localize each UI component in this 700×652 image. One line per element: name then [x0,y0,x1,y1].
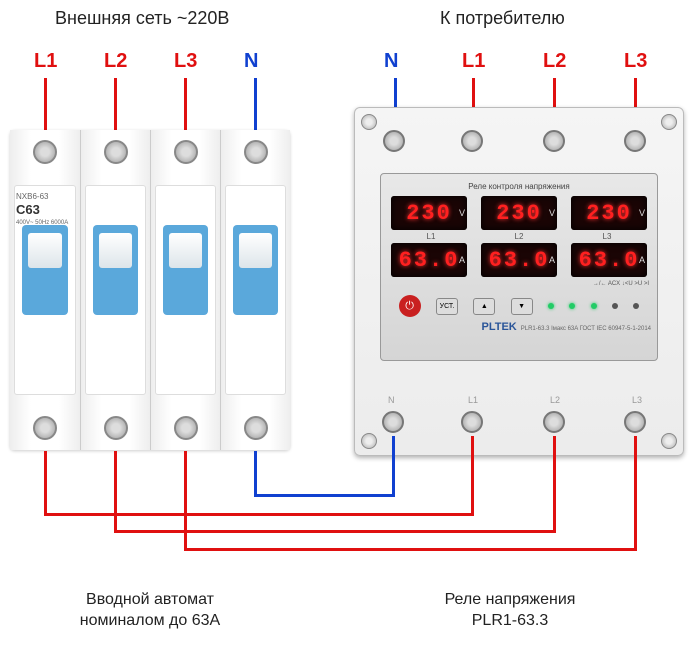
relay-terminal-bot[interactable] [382,411,404,433]
relay-screw [361,114,377,130]
voltage-L2: 230V [481,196,557,230]
relay-terminal-bot[interactable] [461,411,483,433]
relay-brand: PLTEK [481,321,516,333]
voltage-row: 230V 230V 230V [387,196,651,230]
relay-screw [361,433,377,449]
relay-terminal-bot[interactable] [624,411,646,433]
wire-label-L1: L1 [34,50,57,73]
set-button[interactable]: УСТ. [436,298,458,315]
voltage-relay: Реле контроля напряжения 230V 230V 230V … [354,107,684,456]
caption-breaker: Вводной автоматноминалом до 63А [50,590,250,632]
wire [114,530,556,533]
wire-label-L3: L3 [174,50,197,73]
wire-label-L2: L2 [104,50,127,73]
wire-label-L2: L2 [543,50,566,73]
status-led [612,303,618,309]
current-row: 63.0A 63.0A 63.0A [387,243,651,277]
wire-label-L1: L1 [462,50,485,73]
breaker-term-top[interactable] [33,140,57,164]
breaker-pole-L1: NXB6-63C63400V~ 50Hz 6000A [10,130,80,450]
relay-title: Реле контроля напряжения [387,182,651,191]
current-L3: 63.0A [571,243,647,277]
up-button[interactable]: ▲ [473,298,495,315]
wire [254,451,257,494]
circuit-breaker: NXB6-63C63400V~ 50Hz 6000A [10,130,290,450]
relay-symbol-labels: →/← ACX ↓<U >U >I [389,281,649,287]
wire [553,436,556,533]
wire [254,494,395,497]
relay-terminal-top[interactable] [624,130,646,152]
relay-screw [661,433,677,449]
relay-terminal-bot[interactable] [543,411,565,433]
wire [44,513,474,516]
wire [184,451,187,548]
status-led [548,303,554,309]
wire [392,436,395,497]
title-external-network: Внешняя сеть ~220В [55,8,229,29]
relay-screw [661,114,677,130]
wire-label-L3: L3 [624,50,647,73]
relay-terminal-top[interactable] [461,130,483,152]
power-button[interactable]: ⏻ [399,295,421,317]
down-button[interactable]: ▼ [511,298,533,315]
title-consumer: К потребителю [440,8,565,29]
wire-label-N: N [384,50,398,73]
current-L1: 63.0A [391,243,467,277]
current-L2: 63.0A [481,243,557,277]
wire [44,451,47,513]
voltage-L3: 230V [571,196,647,230]
status-led [633,303,639,309]
caption-relay: Реле напряженияPLR1-63.3 [410,590,610,632]
breaker-pole-L3 [150,130,220,450]
relay-display-panel: Реле контроля напряжения 230V 230V 230V … [380,173,658,361]
breaker-pole-L2 [80,130,150,450]
relay-terminal-top[interactable] [383,130,405,152]
wire-label-N: N [244,50,258,73]
relay-model: PLR1-63.3 Iмакс 63A ГОСТ IEC 60947-5-1-2… [521,326,651,332]
status-led [569,303,575,309]
wire [634,436,637,551]
wire [184,548,637,551]
breaker-pole-N [220,130,290,450]
wire [471,436,474,516]
breaker-switch[interactable] [22,225,68,315]
relay-terminal-top[interactable] [543,130,565,152]
breaker-term-bot[interactable] [33,416,57,440]
voltage-L1: 230V [391,196,467,230]
status-led [591,303,597,309]
wire [114,451,117,530]
